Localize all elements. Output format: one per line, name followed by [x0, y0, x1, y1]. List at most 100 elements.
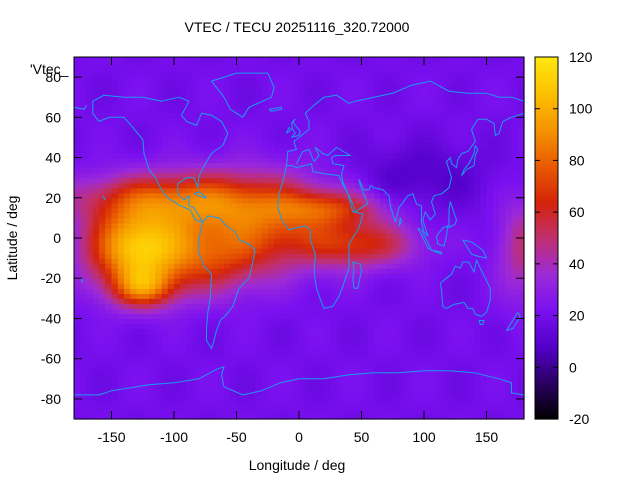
heatmap-cell	[211, 248, 219, 254]
heatmap-cell	[99, 152, 106, 159]
heatmap-cell	[305, 348, 313, 355]
heatmap-cell	[324, 398, 331, 405]
heatmap-cell	[267, 197, 275, 204]
heatmap-cell	[280, 222, 288, 229]
heatmap-cell	[111, 303, 119, 309]
heatmap-cell	[405, 67, 413, 73]
heatmap-cell	[461, 62, 469, 68]
heatmap-cell	[349, 323, 356, 330]
heatmap-cell	[424, 268, 431, 274]
heatmap-cell	[242, 318, 250, 325]
heatmap-cell	[486, 323, 494, 330]
heatmap-cell	[130, 67, 138, 73]
heatmap-cell	[142, 353, 150, 360]
heatmap-cell	[442, 57, 450, 63]
heatmap-cell	[174, 157, 181, 164]
heatmap-cell	[449, 363, 456, 370]
heatmap-cell	[442, 328, 450, 335]
heatmap-cell	[374, 268, 381, 274]
heatmap-cell	[74, 127, 81, 134]
heatmap-cell	[317, 383, 325, 390]
heatmap-cell	[455, 57, 463, 63]
heatmap-cell	[486, 278, 494, 284]
heatmap-cell	[336, 217, 344, 224]
heatmap-cell	[249, 278, 256, 284]
heatmap-cell	[142, 67, 150, 73]
heatmap-cell	[74, 192, 81, 199]
heatmap-cell	[224, 117, 231, 123]
heatmap-cell	[380, 268, 388, 274]
heatmap-cell	[374, 172, 381, 179]
heatmap-cell	[211, 353, 219, 360]
heatmap-cell	[130, 97, 138, 103]
heatmap-cell	[80, 87, 88, 93]
heatmap-cell	[80, 308, 88, 315]
heatmap-cell	[249, 268, 256, 274]
heatmap-cell	[361, 288, 369, 294]
heatmap-cell	[405, 383, 413, 390]
heatmap-cell	[280, 268, 288, 274]
heatmap-cell	[261, 227, 269, 234]
heatmap-cell	[324, 263, 331, 269]
heatmap-cell	[261, 368, 269, 375]
heatmap-cell	[505, 373, 513, 380]
heatmap-cell	[286, 212, 294, 219]
heatmap-cell	[305, 187, 313, 194]
heatmap-cell	[374, 353, 381, 360]
heatmap-cell	[380, 137, 388, 144]
heatmap-cell	[380, 253, 388, 259]
heatmap-cell	[330, 157, 338, 164]
heatmap-cell	[442, 323, 450, 330]
heatmap-cell	[424, 137, 431, 144]
heatmap-cell	[355, 278, 363, 284]
heatmap-cell	[317, 77, 325, 83]
heatmap-cell	[274, 358, 281, 365]
heatmap-cell	[474, 378, 481, 385]
heatmap-cell	[161, 303, 169, 309]
heatmap-cell	[305, 353, 313, 360]
heatmap-cell	[186, 398, 194, 405]
heatmap-cell	[274, 222, 281, 229]
heatmap-cell	[205, 408, 213, 415]
heatmap-cell	[211, 97, 219, 103]
heatmap-cell	[486, 232, 494, 239]
heatmap-cell	[86, 157, 94, 164]
heatmap-cell	[180, 117, 188, 123]
heatmap-cell	[274, 408, 281, 415]
heatmap-cell	[405, 403, 413, 410]
heatmap-cell	[174, 373, 181, 380]
heatmap-cell	[142, 338, 150, 345]
heatmap-cell	[336, 147, 344, 154]
heatmap-cell	[274, 217, 281, 224]
heatmap-cell	[111, 167, 119, 174]
heatmap-cell	[367, 92, 375, 98]
heatmap-cell	[136, 388, 144, 395]
heatmap-cell	[74, 92, 81, 98]
heatmap-cell	[399, 343, 406, 350]
heatmap-cell	[467, 112, 475, 118]
heatmap-cell	[161, 102, 169, 108]
heatmap-cell	[449, 313, 456, 320]
heatmap-cell	[499, 132, 506, 139]
heatmap-cell	[499, 343, 506, 350]
heatmap-cell	[286, 82, 294, 88]
heatmap-cell	[242, 403, 250, 410]
heatmap-cell	[261, 403, 269, 410]
heatmap-cell	[324, 182, 331, 189]
heatmap-cell	[280, 142, 288, 149]
heatmap-cell	[261, 172, 269, 179]
heatmap-cell	[142, 207, 150, 214]
heatmap-cell	[74, 278, 81, 284]
heatmap-cell	[442, 413, 450, 420]
heatmap-cell	[117, 127, 125, 134]
heatmap-cell	[249, 182, 256, 189]
heatmap-cell	[474, 207, 481, 214]
heatmap-cell	[99, 87, 106, 93]
heatmap-cell	[392, 398, 400, 405]
heatmap-cell	[386, 147, 394, 154]
heatmap-cell	[292, 308, 300, 315]
heatmap-cell	[474, 363, 481, 370]
heatmap-cell	[411, 333, 419, 340]
heatmap-cell	[155, 343, 163, 350]
heatmap-cell	[74, 343, 81, 350]
